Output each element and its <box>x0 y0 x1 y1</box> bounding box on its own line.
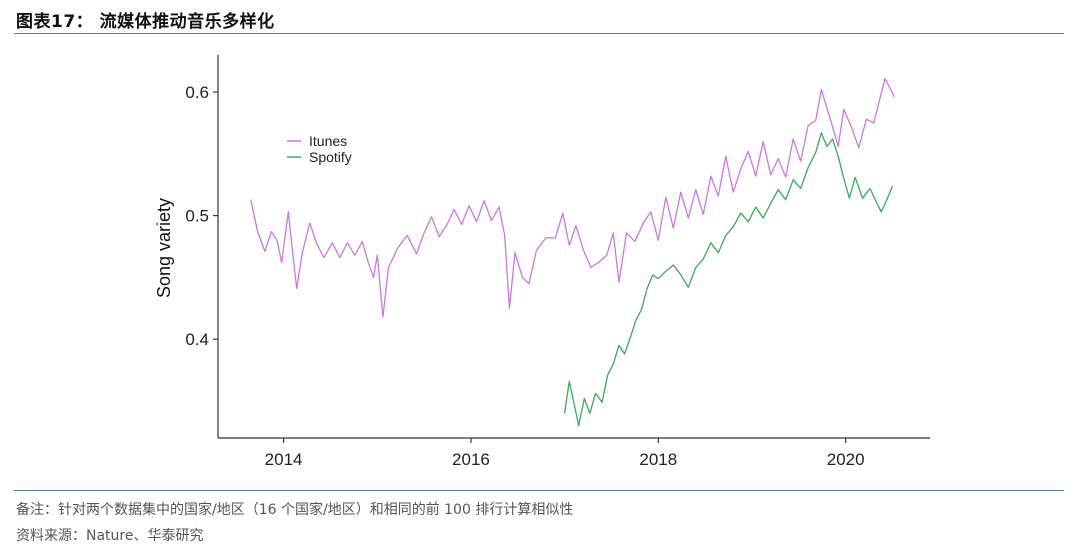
x-tick-label: 2016 <box>452 450 490 469</box>
x-tick-label: 2018 <box>639 450 677 469</box>
y-tick-label: 0.4 <box>185 330 209 349</box>
x-tick-label: 2014 <box>265 450 303 469</box>
series-line-spotify <box>563 132 894 427</box>
footnote: 备注：针对两个数据集中的国家/地区（16 个国家/地区）和相同的前 100 排行… <box>16 502 574 518</box>
y-tick-label: 0.6 <box>185 83 209 102</box>
y-axis-title: Song variety <box>154 198 174 298</box>
y-tick-label: 0.5 <box>185 207 209 226</box>
figure-title: 图表17： 流媒体推动音乐多样化 <box>16 12 275 32</box>
x-tick-label: 2020 <box>827 450 865 469</box>
title-rule <box>14 33 1064 34</box>
legend-label-spotify: Spotify <box>309 149 352 165</box>
source-note: 资料来源：Nature、华泰研究 <box>16 528 204 544</box>
chart-series <box>250 77 895 427</box>
legend-label-itunes: Itunes <box>309 133 347 149</box>
series-line-itunes <box>250 77 895 318</box>
footer-rule <box>14 490 1064 491</box>
chart-axes: 0.4 0.5 0.6 2014 2016 2018 2020 <box>185 55 930 469</box>
